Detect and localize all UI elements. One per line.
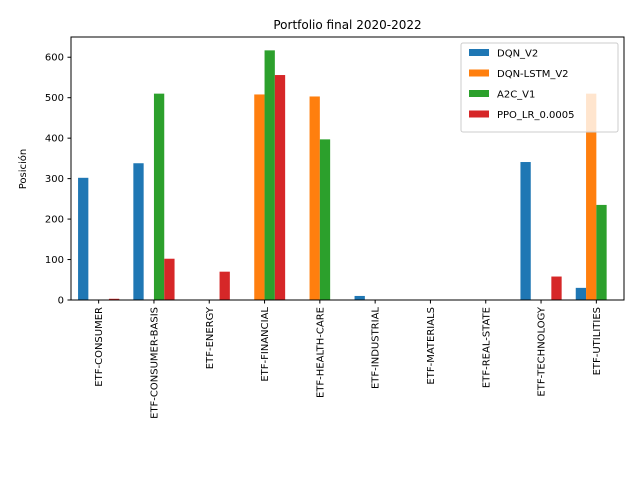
legend-swatch [469,90,489,97]
y-tick-label: 200 [45,215,64,226]
chart-title: Portfolio final 2020-2022 [273,18,421,32]
legend-label: A2C_V1 [497,90,535,101]
plot-frame [70,36,625,301]
bar-4-9 [551,276,562,300]
y-axis: 0 100 200 300 400 500 600 [45,53,71,307]
x-tick-label: ETF-UTILITIES [592,307,603,375]
bar-1-9 [520,162,531,300]
legend-box [460,42,619,133]
x-tick-label: ETF-CONSUMER-BASIS [149,307,160,419]
x-tick-label: ETF-ENERGY [205,306,216,369]
x-tick-label: ETF-MATERIALS [426,307,437,385]
x-axis: ETF-CONSUMER ETF-CONSUMER-BASIS ETF-ENERGY… [94,300,603,419]
bar-4-2 [164,258,175,300]
bar-4-4 [274,75,286,300]
bar-4-3 [219,271,230,300]
bar-3-10 [596,204,607,300]
bar-2-4 [254,94,265,300]
x-tick-label: ETF-FINANCIAL [260,307,271,382]
legend-swatch [469,49,489,56]
x-tick-label: ETF-HEALTH-CARE [315,307,326,398]
bar-1-6 [354,295,365,300]
legend: DQN_V2 DQN-LSTM_V2 A2C_V1 PPO_LR_0.0005 [460,42,619,133]
legend-label: DQN_V2 [497,49,538,60]
x-tick-label: ETF-CONSUMER [94,307,105,387]
legend-swatch [469,69,489,77]
bars [78,50,607,301]
legend-label: PPO_LR_0.0005 [497,110,574,121]
bar-2-5 [309,96,320,301]
bar-1-1 [78,177,89,300]
bar-1-2 [133,163,144,300]
y-tick-label: 500 [45,93,64,104]
bar-3-2 [153,93,165,301]
legend-swatch [469,110,489,118]
y-tick-label: 300 [45,174,64,185]
y-tick-label: 400 [45,134,64,145]
y-axis-label: Posición [17,149,29,190]
y-tick-label: 100 [45,255,64,266]
bar-4-1 [108,298,120,300]
legend-label: DQN-LSTM_V2 [497,69,569,80]
bar-1-10 [575,287,587,300]
bar-3-4 [264,50,275,300]
x-tick-label: ETF-INDUSTRIAL [371,307,382,389]
x-tick-label: ETF-TECHNOLOGY [537,306,548,396]
bar-2-10 [586,93,597,301]
y-tick-label: 600 [45,53,64,64]
x-tick-label: ETF-REAL-STATE [481,307,492,388]
y-tick-label: 0 [58,296,64,307]
bar-3-5 [319,139,331,300]
